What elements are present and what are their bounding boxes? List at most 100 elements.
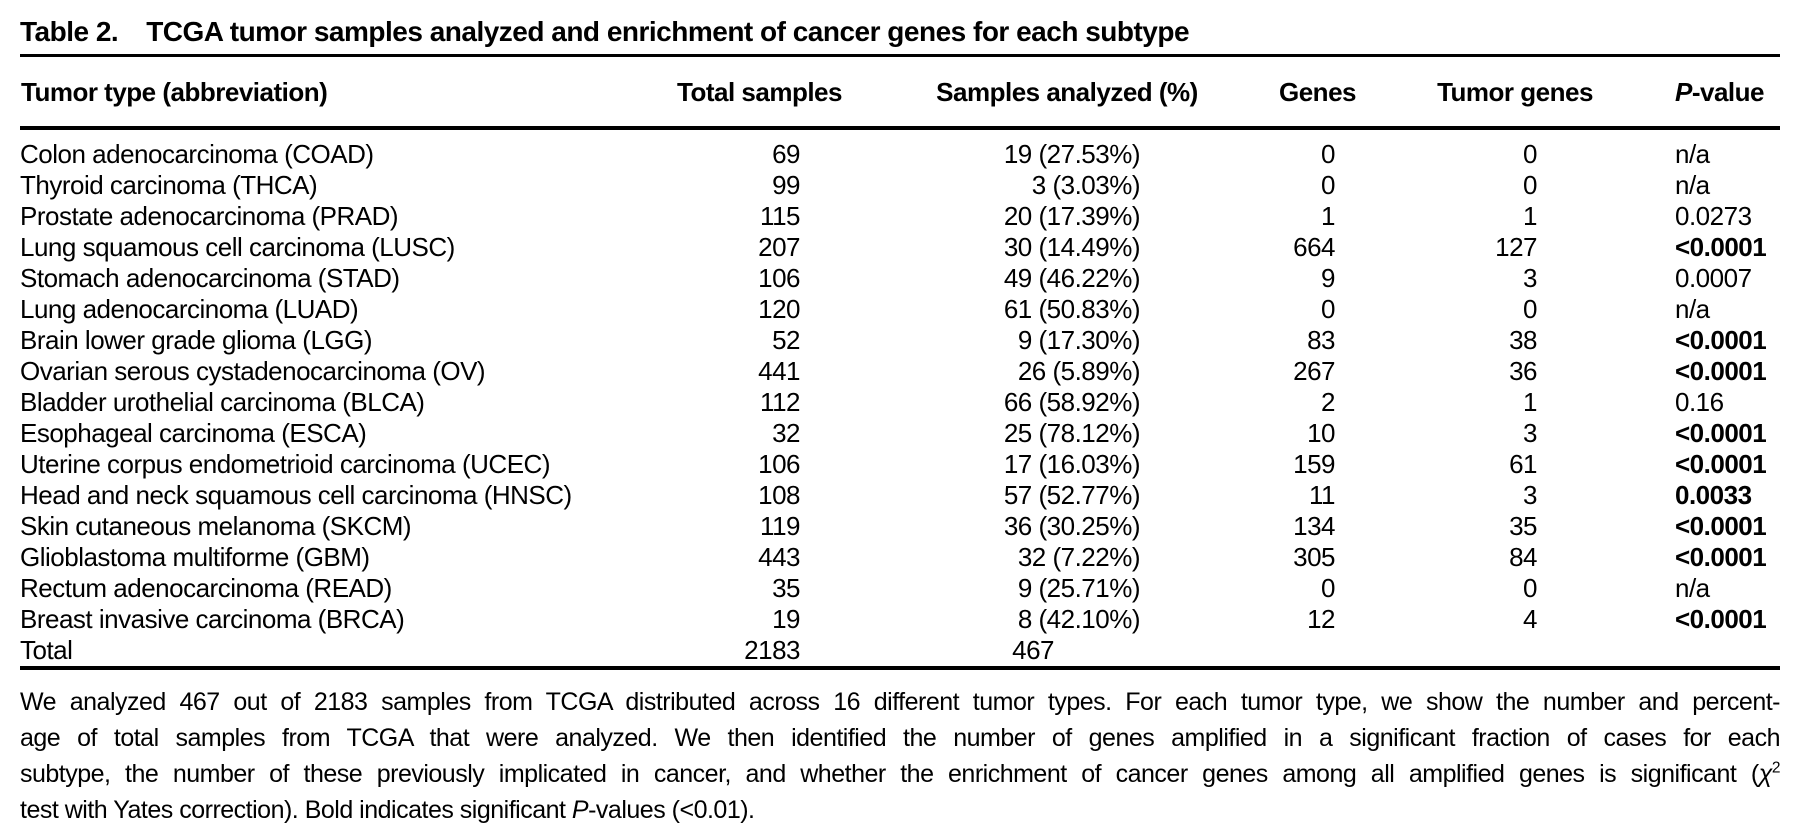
col-header-p-value: P-value <box>1605 57 1780 126</box>
col-header-tumor-type: Tumor type (abbreviation) <box>21 77 328 107</box>
cell-samples-analyzed: 26 (5.89%) <box>1017 356 1141 386</box>
cell-tumor-genes: 84 <box>1509 542 1537 572</box>
cell-samples-analyzed: 19 (27.53%) <box>1003 139 1141 169</box>
cell-genes: 159 <box>1293 449 1335 479</box>
table-row: Thyroid carcinoma (THCA) 99 3 (3.03%) 0 … <box>20 170 1780 201</box>
cell-p-value: n/a <box>1675 294 1710 324</box>
cell-p-value: 0.16 <box>1675 387 1724 417</box>
cell-total-samples: 112 <box>760 387 800 417</box>
cell-tumor-genes <box>1350 635 1605 666</box>
table-row: Brain lower grade glioma (LGG) 52 9 (17.… <box>20 325 1780 356</box>
cell-samples-analyzed: 25 (78.12%) <box>1003 418 1141 448</box>
cell-tumor-genes: 0 <box>1523 139 1537 169</box>
header-divider-rule <box>20 126 1780 130</box>
cell-tumor-type: Colon adenocarcinoma (COAD) <box>20 139 374 169</box>
table-row: Skin cutaneous melanoma (SKCM) 119 36 (3… <box>20 511 1780 542</box>
table-row: Bladder urothelial carcinoma (BLCA) 112 … <box>20 387 1780 418</box>
cell-tumor-type: Esophageal carcinoma (ESCA) <box>20 418 367 448</box>
chi-superscript: 2 <box>1771 759 1781 777</box>
cell-tumor-genes: 4 <box>1523 604 1537 634</box>
cell-p-value: n/a <box>1675 139 1710 169</box>
cell-samples-analyzed: 36 (30.25%) <box>1003 511 1141 541</box>
cell-p-value: <0.0001 <box>1675 418 1767 448</box>
table-row: Lung squamous cell carcinoma (LUSC) 207 … <box>20 232 1780 263</box>
bottom-divider-rule <box>20 666 1780 670</box>
header-row: Tumor type (abbreviation) Total samples … <box>20 57 1780 126</box>
cell-samples-analyzed: 9 (17.30%) <box>1017 325 1141 355</box>
cell-total-samples: 119 <box>760 511 800 541</box>
cell-genes: 0 <box>1321 170 1335 200</box>
cell-p-value: <0.0001 <box>1675 356 1767 386</box>
footnote-line3-text: subtype, the number of these previously … <box>20 760 1759 788</box>
table-number-label: Table 2. <box>20 16 119 47</box>
cell-total-samples: 207 <box>758 232 800 262</box>
cell-total-samples: 115 <box>760 201 800 231</box>
cell-p-value: n/a <box>1675 573 1710 603</box>
cell-samples-analyzed: 20 (17.39%) <box>1003 201 1141 231</box>
table-row: Lung adenocarcinoma (LUAD) 120 61 (50.83… <box>20 294 1780 325</box>
cell-total-samples: 69 <box>772 139 800 169</box>
cell-genes <box>1215 635 1350 666</box>
table-row: Rectum adenocarcinoma (READ) 35 9 (25.71… <box>20 573 1780 604</box>
cell-samples-analyzed: 61 (50.83%) <box>1003 294 1141 324</box>
table-row: Ovarian serous cystadenocarcinoma (OV) 4… <box>20 356 1780 387</box>
cell-total-samples: 35 <box>772 573 800 603</box>
footnote-line: We analyzed 467 out of 2183 samples from… <box>20 688 1781 716</box>
cell-total-samples: 443 <box>758 542 800 572</box>
cell-p-value: <0.0001 <box>1675 325 1767 355</box>
cell-total-samples: 106 <box>758 449 800 479</box>
cell-tumor-genes: 35 <box>1509 511 1537 541</box>
cell-samples-analyzed: 9 (25.71%) <box>1017 573 1141 603</box>
table-body: Colon adenocarcinoma (COAD) 69 19 (27.53… <box>20 130 1780 666</box>
cell-samples-analyzed: 49 (46.22%) <box>1003 263 1141 293</box>
cell-tumor-type: Rectum adenocarcinoma (READ) <box>20 573 392 603</box>
cell-total-samples: 99 <box>772 170 800 200</box>
cell-tumor-genes: 1 <box>1523 387 1537 417</box>
table-row: Breast invasive carcinoma (BRCA) 19 8 (4… <box>20 604 1780 635</box>
cell-p-value: <0.0001 <box>1675 449 1767 479</box>
cell-total-samples: 19 <box>772 604 800 634</box>
cell-p-value <box>1605 635 1780 666</box>
cell-tumor-type: Prostate adenocarcinoma (PRAD) <box>20 201 399 231</box>
cell-total-samples: 2183 <box>744 635 800 665</box>
cell-genes: 1 <box>1321 201 1335 231</box>
footnote-line: subtype, the number of these previously … <box>20 756 1781 792</box>
table-title: Table 2. TCGA tumor samples analyzed and … <box>20 10 1780 54</box>
table-row: Prostate adenocarcinoma (PRAD) 115 20 (1… <box>20 201 1780 232</box>
cell-genes: 11 <box>1309 480 1336 510</box>
cell-tumor-genes: 1 <box>1523 201 1537 231</box>
title-divider-rule <box>20 54 1780 57</box>
cell-p-value: n/a <box>1675 170 1710 200</box>
cell-tumor-type: Lung squamous cell carcinoma (LUSC) <box>20 232 455 262</box>
cell-tumor-type: Bladder urothelial carcinoma (BLCA) <box>20 387 425 417</box>
cell-p-value: <0.0001 <box>1675 604 1767 634</box>
cell-samples-analyzed: 30 (14.49%) <box>1003 232 1141 262</box>
col-header-samples-analyzed: Samples analyzed (%) <box>936 77 1198 107</box>
cell-samples-analyzed: 66 (58.92%) <box>1003 387 1141 417</box>
table-row: Stomach adenocarcinoma (STAD) 106 49 (46… <box>20 263 1780 294</box>
cell-samples-analyzed: 3 (3.03%) <box>1031 170 1141 200</box>
cell-tumor-genes: 0 <box>1523 573 1537 603</box>
cell-total-samples: 32 <box>772 418 800 448</box>
cell-tumor-type: Skin cutaneous melanoma (SKCM) <box>20 511 412 541</box>
table-title-text: TCGA tumor samples analyzed and enrichme… <box>146 16 1190 47</box>
cell-genes: 2 <box>1321 387 1335 417</box>
table-row: Glioblastoma multiforme (GBM) 443 32 (7.… <box>20 542 1780 573</box>
p-italic: P <box>1675 77 1692 107</box>
cell-tumor-genes: 38 <box>1509 325 1537 355</box>
p-rest: -value <box>1691 77 1765 107</box>
cell-tumor-type: Total <box>20 635 73 665</box>
cell-total-samples: 52 <box>772 325 800 355</box>
cell-samples-analyzed: 57 (52.77%) <box>1003 480 1141 510</box>
cell-genes: 83 <box>1307 325 1335 355</box>
cell-tumor-type: Thyroid carcinoma (THCA) <box>20 170 318 200</box>
cell-samples-analyzed: 467 <box>1012 635 1054 665</box>
cell-tumor-type: Lung adenocarcinoma (LUAD) <box>20 294 359 324</box>
cell-p-value: 0.0007 <box>1675 263 1752 293</box>
cell-tumor-genes: 61 <box>1509 449 1537 479</box>
cell-tumor-type: Glioblastoma multiforme (GBM) <box>20 542 370 572</box>
chi-symbol: χ <box>1758 760 1773 788</box>
cell-p-value: 0.0273 <box>1675 201 1752 231</box>
footnote-line: age of total samples from TCGA that were… <box>20 724 1781 752</box>
cell-p-value: <0.0001 <box>1675 542 1767 572</box>
